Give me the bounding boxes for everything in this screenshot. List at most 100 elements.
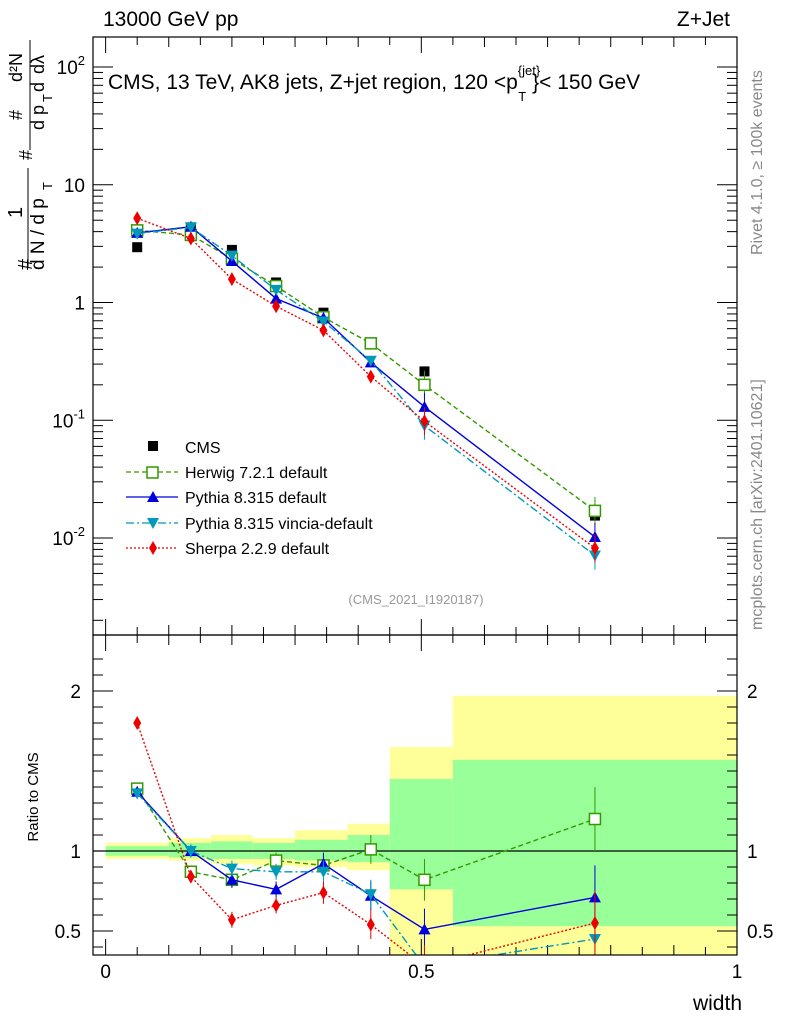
ratio-point <box>225 863 238 875</box>
band-green <box>295 839 348 861</box>
svg-text:Pythia 8.315 default: Pythia 8.315 default <box>185 490 327 507</box>
svg-text:Pythia 8.315 vincia-default: Pythia 8.315 vincia-default <box>185 516 373 533</box>
main-ytick-label: 10 <box>64 176 85 197</box>
ratio-point <box>270 866 283 878</box>
data-point <box>270 284 283 296</box>
svg-text:#: # <box>16 150 36 160</box>
ratio-point <box>270 883 283 895</box>
data-point <box>186 231 195 246</box>
main-ytick-label: 10-1 <box>52 406 85 432</box>
x-tick-label: 1 <box>732 962 743 983</box>
ratio-point <box>225 873 238 885</box>
data-point <box>227 272 236 287</box>
ratio-point <box>366 917 375 932</box>
series-line <box>137 229 596 512</box>
svg-text:#: # <box>6 110 26 120</box>
ratio-ytick-label-right: 1 <box>747 842 758 863</box>
data-point <box>133 211 142 226</box>
rivet-label: Rivet 4.1.0, ≥ 100k events <box>749 70 766 255</box>
series-line <box>137 226 596 538</box>
ratio-pythia-8-315-default <box>131 785 601 951</box>
main-panel: 10-2 10-1 1 10 102 <box>52 37 738 635</box>
svg-text:dλ: dλ <box>28 55 48 74</box>
main-ytick-label: 102 <box>57 53 85 79</box>
ratio-uncertainty-bands <box>105 695 737 955</box>
data-point <box>418 400 431 412</box>
svg-text:#: # <box>15 258 37 270</box>
legend-item-cms: CMS <box>148 440 221 457</box>
ratio-sherpa-2-2-9-default <box>133 716 599 955</box>
ratio-point <box>418 923 431 935</box>
plot-title: CMS, 13 TeV, AK8 jets, Z+jet region, 120… <box>108 63 640 104</box>
svg-text:d: d <box>28 82 48 92</box>
ratio-point <box>131 788 144 800</box>
data-point <box>366 369 375 384</box>
ratio-ytick-label: 0.5 <box>55 922 81 943</box>
ratio-frame <box>92 634 738 956</box>
band-green <box>389 779 453 890</box>
svg-text:T: T <box>40 182 55 190</box>
main-series-layer <box>130 211 602 570</box>
ratio-line <box>136 791 596 931</box>
series-line <box>137 226 596 557</box>
ratio-point <box>184 846 197 857</box>
ratio-ytick-label-right: 0.5 <box>747 922 773 943</box>
svg-text:Herwig 7.2.1 default: Herwig 7.2.1 default <box>185 465 328 482</box>
ratio-series-clip <box>130 716 602 955</box>
data-point <box>270 292 283 304</box>
ratio-line <box>136 792 596 955</box>
x-axis-label: width <box>692 992 742 1015</box>
legend-item-pythia: Pythia 8.315 default <box>126 490 327 507</box>
ratio-ylabel: Ratio to CMS <box>25 752 42 841</box>
ratio-point <box>133 716 142 730</box>
x-tick-label: 0.5 <box>408 962 434 983</box>
svg-text:1: 1 <box>5 207 27 218</box>
ratio-point <box>588 812 602 826</box>
data-point <box>420 414 429 429</box>
data-point <box>364 355 377 367</box>
data-point <box>364 337 378 350</box>
analysis-tag: (CMS_2021_I1920187) <box>348 592 483 607</box>
data-point <box>418 378 431 392</box>
data-point <box>132 242 143 253</box>
data-point <box>226 244 237 255</box>
ratio-ytick-label: 1 <box>70 842 81 863</box>
legend-item-vincia: Pythia 8.315 vincia-default <box>126 516 373 533</box>
ratio-line <box>136 788 596 881</box>
data-point <box>225 250 238 262</box>
ratio-point <box>590 916 599 930</box>
legend-item-sherpa: Sherpa 2.2.9 default <box>126 541 330 558</box>
ratio-point <box>227 912 236 927</box>
ratio-series-layer <box>130 716 602 955</box>
data-point <box>590 541 599 556</box>
data-point <box>319 323 328 338</box>
ratio-point <box>186 869 195 884</box>
band-green <box>211 841 253 859</box>
ratio-point <box>272 898 281 913</box>
x-tick-label: 0 <box>100 962 111 983</box>
ratio-point <box>364 843 378 856</box>
data-point <box>184 222 197 234</box>
main-ylabel: # 1 d N / d p T # d p T d # d²N dλ <box>5 40 55 270</box>
header-energy: 13000 GeV pp <box>103 8 238 31</box>
svg-text:d p: d p <box>28 105 48 130</box>
series-line <box>136 217 596 549</box>
svg-text:T: T <box>40 94 55 102</box>
legend-item-herwig: Herwig 7.2.1 default <box>126 465 328 482</box>
ratio-point <box>319 885 328 900</box>
svg-text:Sherpa 2.2.9 default: Sherpa 2.2.9 default <box>185 541 330 558</box>
data-point <box>272 299 281 314</box>
svg-text:d N / d p: d N / d p <box>28 198 49 270</box>
ratio-ytick-label-right: 2 <box>747 682 758 703</box>
series-sherpa-2-2-9-default <box>133 211 599 563</box>
mcplots-label: mcplots.cern.ch [arXiv:2401.10621] <box>749 379 766 630</box>
ratio-point <box>418 873 431 887</box>
svg-text:CMS: CMS <box>185 440 221 457</box>
main-ytick-label: 10-2 <box>52 524 85 550</box>
ratio-point <box>317 866 330 878</box>
data-point <box>317 316 330 328</box>
ratio-ytick-label: 2 <box>70 682 81 703</box>
data-point <box>588 504 602 518</box>
header-process: Z+Jet <box>677 8 730 31</box>
